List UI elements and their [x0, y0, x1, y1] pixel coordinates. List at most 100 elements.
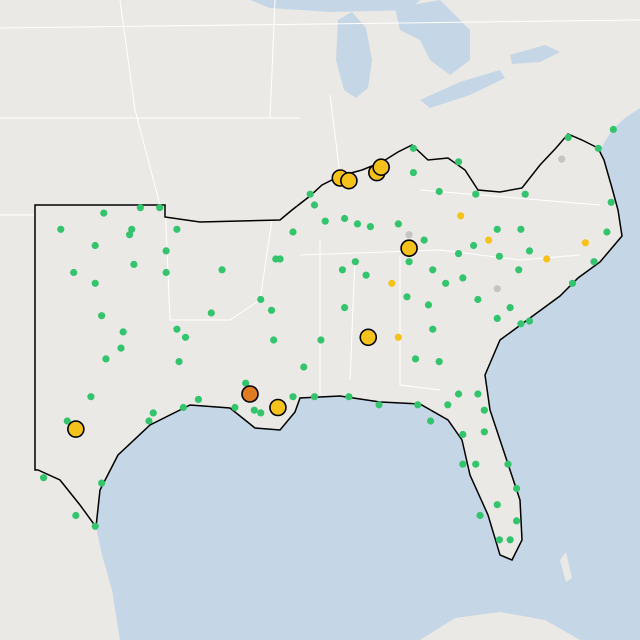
marker — [270, 336, 278, 344]
marker — [603, 228, 611, 236]
marker — [231, 403, 239, 412]
marker — [362, 271, 370, 279]
cuba — [420, 612, 580, 640]
marker — [495, 536, 503, 544]
marker — [403, 293, 411, 301]
marker — [257, 409, 265, 417]
lake-huron — [395, 0, 470, 75]
marker — [126, 231, 134, 239]
marker — [459, 460, 467, 468]
marker — [70, 268, 78, 277]
large-marker — [372, 158, 390, 176]
marker — [474, 390, 482, 398]
marker — [300, 363, 308, 371]
marker — [194, 395, 202, 403]
marker — [493, 314, 501, 322]
marker — [429, 325, 437, 333]
marker — [480, 406, 488, 414]
marker — [607, 198, 615, 206]
marker — [504, 460, 512, 468]
marker — [435, 358, 443, 366]
marker — [429, 266, 437, 274]
marker — [506, 304, 514, 312]
marker — [179, 403, 187, 412]
marker — [409, 144, 417, 152]
marker — [474, 295, 482, 304]
marker — [98, 479, 106, 487]
marker — [472, 190, 480, 198]
marker — [117, 344, 125, 352]
marker — [424, 301, 433, 309]
marker — [162, 247, 170, 255]
marker — [517, 320, 525, 328]
marker — [493, 501, 501, 509]
marker — [444, 401, 452, 409]
marker — [442, 279, 450, 287]
marker — [609, 125, 617, 133]
marker — [454, 250, 463, 258]
marker — [310, 201, 319, 209]
large-marker — [359, 328, 378, 347]
marker — [173, 325, 181, 333]
lake-superior — [250, 0, 420, 12]
marker — [250, 406, 258, 414]
marker — [119, 328, 127, 336]
marker — [72, 511, 80, 520]
marker — [91, 241, 99, 250]
marker — [459, 274, 467, 282]
bahamas — [560, 552, 572, 582]
large-marker — [400, 239, 418, 257]
marker — [375, 401, 383, 409]
lake-michigan — [336, 12, 372, 98]
marker — [525, 317, 534, 325]
marker — [242, 379, 250, 387]
marker — [568, 279, 577, 287]
marker — [454, 390, 463, 398]
marker — [351, 258, 359, 266]
marker — [457, 212, 465, 220]
marker — [306, 190, 314, 198]
marker — [470, 241, 478, 250]
marker — [506, 536, 514, 544]
marker — [454, 158, 463, 166]
marker — [40, 474, 48, 482]
marker — [267, 306, 276, 314]
marker — [564, 133, 572, 142]
marker — [321, 217, 329, 225]
marker — [513, 517, 521, 525]
marker — [411, 355, 420, 363]
marker — [543, 255, 551, 263]
marker — [476, 511, 484, 520]
marker — [149, 409, 157, 417]
marker — [525, 247, 534, 255]
marker — [590, 258, 598, 266]
marker — [493, 285, 501, 293]
marker — [128, 225, 136, 233]
marker — [558, 155, 566, 163]
marker — [289, 228, 297, 236]
marker — [427, 417, 435, 425]
marker — [515, 266, 523, 274]
large-marker — [340, 171, 358, 190]
marker — [409, 169, 417, 177]
marker — [414, 401, 422, 409]
marker — [435, 187, 443, 196]
marker — [257, 295, 265, 304]
marker — [130, 260, 138, 268]
marker — [276, 255, 284, 263]
marker — [91, 522, 99, 530]
lake-ontario — [510, 45, 560, 64]
marker — [420, 236, 428, 244]
large-marker — [269, 398, 287, 417]
marker — [175, 358, 183, 366]
marker — [394, 220, 402, 228]
ocean — [96, 108, 640, 640]
marker — [366, 223, 374, 231]
marker — [581, 239, 590, 247]
marker — [341, 214, 349, 223]
large-marker — [67, 420, 85, 438]
marker — [136, 204, 144, 212]
marker — [100, 209, 108, 217]
marker — [57, 225, 65, 233]
marker — [480, 428, 488, 436]
